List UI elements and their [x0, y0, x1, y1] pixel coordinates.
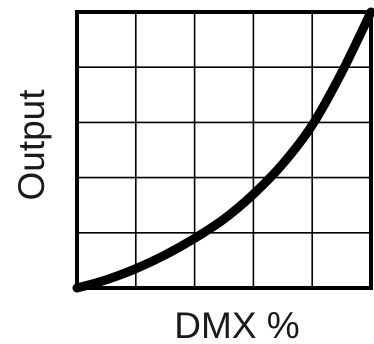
grid-lines — [77, 12, 371, 288]
series-layer — [72, 7, 374, 293]
x-axis-label: DMX % — [174, 305, 299, 344]
output-curve-line — [72, 7, 374, 293]
y-axis-label: Output — [11, 89, 52, 201]
plot-frame — [75, 10, 373, 290]
